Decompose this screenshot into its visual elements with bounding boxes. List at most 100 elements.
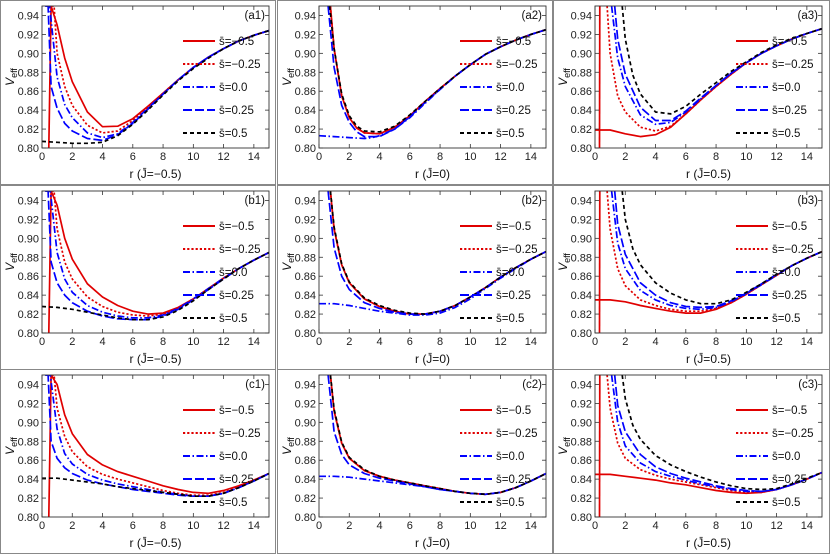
y-tick-label: 0.86 [295, 86, 316, 98]
y-tick-label: 0.94 [18, 379, 39, 391]
y-tick-label: 0.80 [571, 328, 592, 340]
series-line [47, 375, 269, 497]
x-tick-label: 0 [316, 520, 322, 532]
series-line [613, 191, 822, 309]
chart-panel: 0 2 4 6 8 10 12 14 0.80 0.82 0.84 0.86 0.88 0.90 0.92 0… [280, 190, 547, 366]
y-tick-label: 0.90 [295, 48, 316, 60]
x-tick-label: 14 [248, 520, 260, 532]
x-tick-label: 10 [740, 151, 752, 163]
y-tick-label: 0.88 [18, 252, 39, 264]
y-tick-label: 0.84 [571, 290, 592, 302]
x-tick-label: 14 [248, 336, 260, 348]
y-tick-label: 0.92 [18, 398, 39, 410]
y-tick-label: 0.94 [18, 10, 39, 22]
series-line [327, 6, 546, 138]
chart-panel: 0 2 4 6 8 10 12 14 0.80 0.82 0.84 0.86 0.88 0.90 0.92 0… [556, 374, 823, 550]
x-tick-label: 6 [407, 336, 413, 348]
plot-frame [41, 190, 270, 334]
panel-label: (c3) [798, 379, 818, 391]
x-axis-label: r (J̄=−0.5) [129, 352, 181, 366]
y-tick-label: 0.82 [295, 493, 316, 505]
panel-label: (c2) [522, 379, 542, 391]
y-tick-label: 0.88 [571, 67, 592, 79]
y-tick-label: 0.86 [571, 455, 592, 467]
x-tick-label: 10 [464, 520, 476, 532]
x-tick-label: 0 [39, 336, 45, 348]
x-tick-label: 0 [592, 151, 598, 163]
y-tick-label: 0.86 [571, 271, 592, 283]
legend-label: s̄=0.5 [496, 128, 524, 140]
legend-label: s̄=0.5 [496, 497, 524, 509]
y-tick-label: 0.86 [18, 271, 39, 283]
y-tick-label: 0.84 [571, 474, 592, 486]
y-tick-label: 0.92 [571, 29, 592, 41]
x-tick-label: 14 [248, 151, 260, 163]
series-line [319, 250, 546, 316]
x-tick-label: 4 [652, 520, 658, 532]
x-tick-label: 0 [39, 151, 45, 163]
x-tick-label: 0 [592, 520, 598, 532]
series-line [42, 251, 269, 321]
x-tick-label: 14 [525, 520, 537, 532]
x-tick-label: 14 [525, 151, 537, 163]
y-tick-label: 0.82 [571, 124, 592, 136]
legend-label: s̄=−0.25 [772, 428, 814, 440]
y-tick-label: 0.80 [571, 143, 592, 155]
y-axis-label: Veff [280, 253, 296, 271]
x-tick-label: 10 [187, 520, 199, 532]
legend-label: s̄=0.25 [219, 105, 254, 117]
legend-label: s̄=0.0 [496, 82, 524, 94]
chart-panel: 0 2 4 6 8 10 12 14 0.80 0.82 0.84 0.86 0.88 0.90 0.92 0… [280, 374, 547, 550]
y-tick-label: 0.88 [18, 67, 39, 79]
series-line [329, 191, 546, 315]
x-tick-label: 8 [160, 520, 166, 532]
series-group [319, 375, 546, 496]
x-tick-label: 2 [346, 151, 352, 163]
y-tick-label: 0.82 [571, 309, 592, 321]
panel-label: (b1) [245, 195, 266, 207]
panel-label: (b2) [522, 195, 543, 207]
series-group [42, 191, 269, 333]
series-group [595, 375, 822, 517]
plot-frame [41, 5, 270, 149]
y-axis-label: Veff [556, 437, 572, 455]
legend-label: s̄=−0.25 [496, 244, 538, 256]
series-line [45, 6, 269, 142]
x-tick-label: 4 [376, 336, 382, 348]
y-tick-label: 0.80 [295, 512, 316, 524]
y-tick-label: 0.88 [295, 67, 316, 79]
y-tick-label: 0.90 [571, 48, 592, 60]
x-tick-label: 0 [592, 336, 598, 348]
x-tick-label: 12 [770, 520, 782, 532]
y-tick-label: 0.86 [295, 271, 316, 283]
x-tick-label: 8 [713, 151, 719, 163]
y-tick-label: 0.86 [18, 86, 39, 98]
y-tick-label: 0.90 [18, 48, 39, 60]
legend-label: s̄=0.5 [772, 313, 800, 325]
y-tick-label: 0.84 [18, 474, 39, 486]
y-tick-label: 0.88 [295, 252, 316, 264]
y-tick-label: 0.92 [295, 214, 316, 226]
plot-frame [318, 5, 547, 149]
y-tick-label: 0.90 [18, 233, 39, 245]
x-tick-label: 2 [622, 336, 628, 348]
series-line [47, 375, 269, 517]
legend-label: s̄=−0.5 [496, 221, 531, 233]
legend-label: s̄=0.25 [496, 290, 531, 302]
series-group [42, 6, 269, 148]
legend-label: s̄=−0.25 [219, 59, 261, 71]
x-tick-label: 12 [217, 520, 229, 532]
x-tick-label: 6 [683, 336, 689, 348]
y-axis-label: Veff [3, 68, 19, 86]
y-tick-label: 0.94 [571, 195, 592, 207]
y-tick-label: 0.94 [571, 10, 592, 22]
y-tick-label: 0.90 [18, 417, 39, 429]
x-tick-label: 4 [99, 151, 105, 163]
legend-label: s̄=0.0 [496, 267, 524, 279]
legend-label: s̄=0.0 [772, 267, 800, 279]
legend-label: s̄=−0.5 [772, 221, 807, 233]
y-tick-label: 0.92 [18, 214, 39, 226]
legend-label: s̄=−0.5 [496, 36, 531, 48]
x-tick-label: 12 [217, 151, 229, 163]
x-tick-label: 6 [130, 520, 136, 532]
